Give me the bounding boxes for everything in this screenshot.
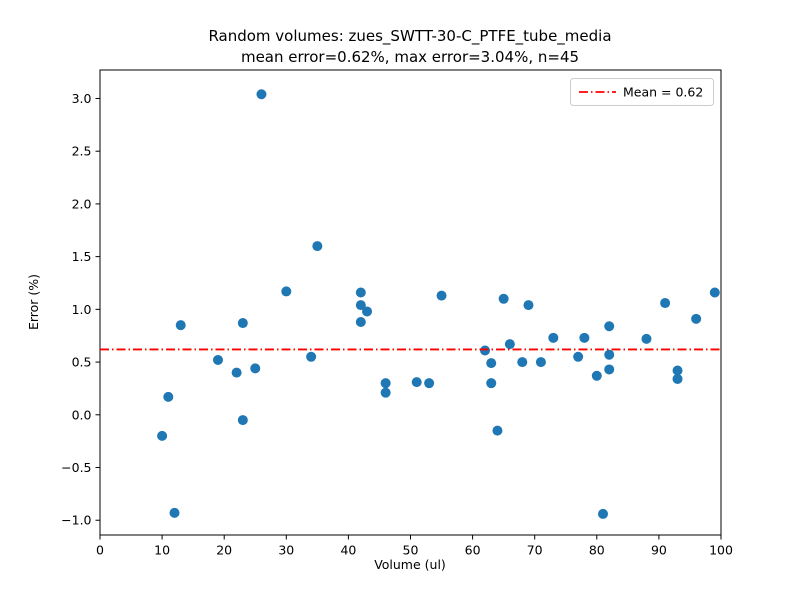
x-tick-label: 60 (465, 543, 481, 558)
data-point (604, 349, 615, 360)
data-point (579, 332, 590, 343)
data-point (237, 415, 248, 426)
x-tick-label: 70 (527, 543, 543, 558)
x-tick-label: 10 (154, 543, 170, 558)
data-point (355, 287, 366, 298)
data-point (424, 378, 435, 389)
y-axis-label: Error (%) (26, 274, 41, 330)
data-point (604, 321, 615, 332)
y-tick-label: −0.5 (61, 460, 91, 475)
data-point (604, 364, 615, 375)
x-tick-label: 40 (340, 543, 356, 558)
scatter-series (100, 89, 721, 519)
data-point (641, 333, 652, 344)
y-tick-label: 1.0 (72, 302, 92, 317)
x-tick-label: 20 (216, 543, 232, 558)
y-tick-label: 1.5 (72, 249, 92, 264)
axes: 0 10 20 30 40 50 60 70 80 90 100 −1.0 −0.5 0.0 0.5 1.0 1… (61, 69, 733, 558)
data-point (498, 293, 509, 304)
data-point (598, 508, 609, 519)
plot-frame (99, 69, 722, 536)
data-point (237, 318, 248, 329)
y-tick-label: −1.0 (61, 513, 91, 528)
data-point (523, 300, 534, 311)
data-point (492, 425, 503, 436)
chart-subtitle: mean error=0.62%, max error=3.04%, n=45 (241, 48, 579, 66)
legend-box (570, 78, 714, 106)
data-point (212, 354, 223, 365)
data-point (250, 363, 261, 374)
x-tick-label: 30 (278, 543, 294, 558)
data-point (231, 367, 242, 378)
data-point (163, 391, 174, 402)
y-tick-label: 2.0 (72, 196, 92, 211)
data-point (709, 287, 720, 298)
data-point (436, 290, 447, 301)
data-point (157, 430, 168, 441)
x-axis-label: Volume (ul) (374, 557, 446, 572)
data-point (517, 357, 528, 368)
legend: Mean = 0.62 (570, 78, 714, 106)
data-point (169, 507, 180, 518)
data-point (380, 378, 391, 389)
data-point (535, 357, 546, 368)
data-point (504, 339, 515, 350)
data-point (411, 377, 422, 388)
data-point (672, 365, 683, 376)
x-tick-label: 50 (403, 543, 419, 558)
data-point (281, 286, 292, 297)
data-point (355, 300, 366, 311)
data-point (480, 345, 491, 356)
y-tick-label: 3.0 (72, 91, 92, 106)
data-point (380, 387, 391, 398)
data-point (306, 351, 317, 362)
x-tick-label: 100 (709, 543, 733, 558)
data-point (548, 332, 559, 343)
data-point (175, 320, 186, 331)
legend-label: Mean = 0.62 (623, 85, 703, 100)
y-tick-label: 0.0 (72, 407, 92, 422)
y-tick-label: 0.5 (72, 355, 92, 370)
data-point (312, 241, 323, 252)
data-point (486, 378, 497, 389)
data-point (660, 298, 671, 309)
data-point (486, 358, 497, 369)
data-point (573, 351, 584, 362)
chart-title: Random volumes: zues_SWTT-30-C_PTFE_tube… (208, 27, 611, 46)
x-tick-label: 0 (96, 543, 104, 558)
data-point (691, 313, 702, 324)
data-point (672, 373, 683, 384)
y-tick-label: 2.5 (72, 144, 92, 159)
x-tick-label: 90 (651, 543, 667, 558)
data-point (355, 317, 366, 328)
data-point (591, 370, 602, 381)
data-point (362, 306, 373, 317)
x-tick-label: 80 (589, 543, 605, 558)
data-point (256, 89, 267, 100)
